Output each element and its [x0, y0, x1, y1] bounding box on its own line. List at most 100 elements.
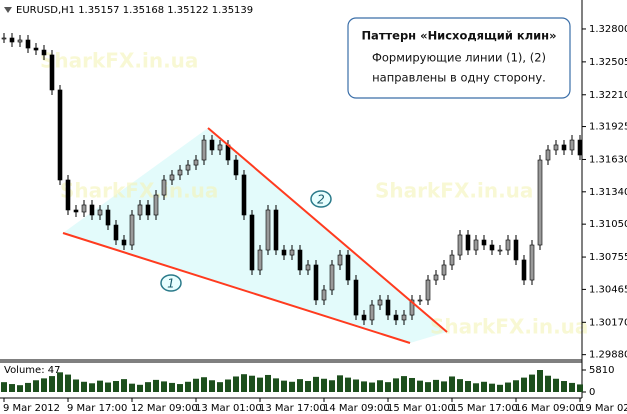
- wedge-label-badge: [160, 274, 182, 292]
- volume-bar: [425, 382, 431, 392]
- price-bar: [137, 204, 143, 216]
- volume-bar: [409, 377, 415, 392]
- price-bar: [521, 259, 527, 281]
- price-bar: [121, 239, 127, 246]
- volume-bar: [305, 381, 311, 392]
- price-bar: [545, 149, 551, 161]
- volume-bar: [121, 379, 127, 392]
- volume-bar: [169, 382, 175, 392]
- price-bar: [297, 249, 303, 271]
- volume-bar: [465, 381, 471, 392]
- price-bar: [193, 159, 199, 166]
- volume-bar: [273, 378, 279, 392]
- volume-bar: [25, 382, 31, 392]
- trend-line: [62, 232, 411, 344]
- volume-bar: [33, 380, 39, 392]
- wedge-fill: [63, 128, 447, 343]
- volume-bar: [145, 382, 151, 392]
- volume-bar: [537, 370, 543, 392]
- x-tick-label: 15 Mar 01:00: [387, 403, 454, 414]
- trend-line: [207, 127, 448, 333]
- price-bar: [505, 239, 511, 251]
- price-bar: [25, 39, 31, 49]
- watermark: SharkFX.in.ua: [40, 49, 198, 73]
- watermark: SharkFX.in.ua: [60, 179, 218, 203]
- price-bar: [241, 174, 247, 216]
- y-tick-label: 1.30755: [589, 252, 627, 263]
- volume-bar: [185, 381, 191, 392]
- volume-bar: [137, 384, 143, 392]
- volume-bar: [225, 379, 231, 392]
- volume-bar: [337, 375, 343, 392]
- volume-bar: [257, 377, 263, 392]
- price-bar: [457, 234, 463, 256]
- price-bar: [489, 244, 495, 251]
- volume-bar: [553, 378, 559, 392]
- y-tick-label: 1.31630: [589, 154, 627, 165]
- price-bar: [17, 39, 23, 43]
- price-bar: [265, 209, 271, 251]
- price-bar: [305, 264, 311, 271]
- price-bar: [289, 249, 295, 256]
- price-bar: [385, 299, 391, 316]
- volume-bar: [361, 381, 367, 392]
- header: EURUSD,H1 1.35157 1.35168 1.35122 1.3513…: [16, 5, 253, 16]
- volume-bar: [345, 377, 351, 392]
- price-bars: [1, 32, 583, 325]
- price-bar: [569, 139, 575, 151]
- volume-bar: [241, 374, 247, 392]
- watermark: SharkFX.in.ua: [375, 179, 533, 203]
- price-bar: [281, 249, 287, 256]
- price-bar: [81, 204, 87, 213]
- volume-bar: [153, 379, 159, 392]
- volume-bar: [441, 381, 447, 392]
- x-tick-label: 13 Mar 17:00: [259, 403, 326, 414]
- price-bar: [409, 299, 415, 316]
- price-bar: [9, 37, 15, 43]
- volume-bar: [329, 380, 335, 392]
- volume-bar: [505, 382, 511, 392]
- price-bar: [113, 224, 119, 241]
- volume-bar: [97, 380, 103, 392]
- price-bar: [57, 89, 63, 181]
- price-bar: [481, 239, 487, 246]
- y-tick-label: 1.32505: [589, 57, 627, 68]
- volume-bar: [457, 379, 463, 392]
- volume-bar: [9, 384, 15, 392]
- price-bar: [217, 144, 223, 151]
- price-bar: [465, 234, 471, 251]
- price-bar: [337, 254, 343, 266]
- x-tick-label: 15 Mar 17:00: [451, 403, 518, 414]
- price-bar: [353, 279, 359, 316]
- volume-bar: [49, 376, 55, 392]
- volume-bar: [193, 378, 199, 392]
- volume-bar: [393, 378, 399, 392]
- x-tick-label: 19 Mar 02:00: [579, 403, 627, 414]
- y-tick-label: 1.32210: [589, 90, 627, 101]
- price-bar: [449, 254, 455, 266]
- volume-bar: [473, 383, 479, 392]
- price-bar: [273, 209, 279, 251]
- volume-bar: [569, 382, 575, 392]
- price-bar: [393, 314, 399, 321]
- wedge-label-badge: [310, 190, 332, 208]
- volume-bar: [201, 377, 207, 392]
- y-tick-label: 1.31925: [589, 122, 627, 133]
- y-tick-label: 1.30170: [589, 317, 627, 328]
- volume-bar: [489, 383, 495, 392]
- price-bar: [329, 264, 335, 291]
- volume-bar: [417, 380, 423, 392]
- x-tick-label: 13 Mar 01:00: [195, 403, 262, 414]
- y-tick-label: 1.30465: [589, 284, 627, 295]
- watermarks: SharkFX.in.ua SharkFX.in.ua SharkFX.in.u…: [40, 49, 588, 339]
- volume-bar: [105, 382, 111, 392]
- price-bar: [497, 249, 503, 252]
- volume-bar: [321, 378, 327, 392]
- price-bar: [257, 249, 263, 271]
- price-bar: [153, 194, 159, 216]
- volume-bar: [113, 381, 119, 392]
- price-bar: [185, 164, 191, 171]
- y-tick-label: 1.32800: [589, 24, 627, 35]
- price-bar: [209, 139, 215, 151]
